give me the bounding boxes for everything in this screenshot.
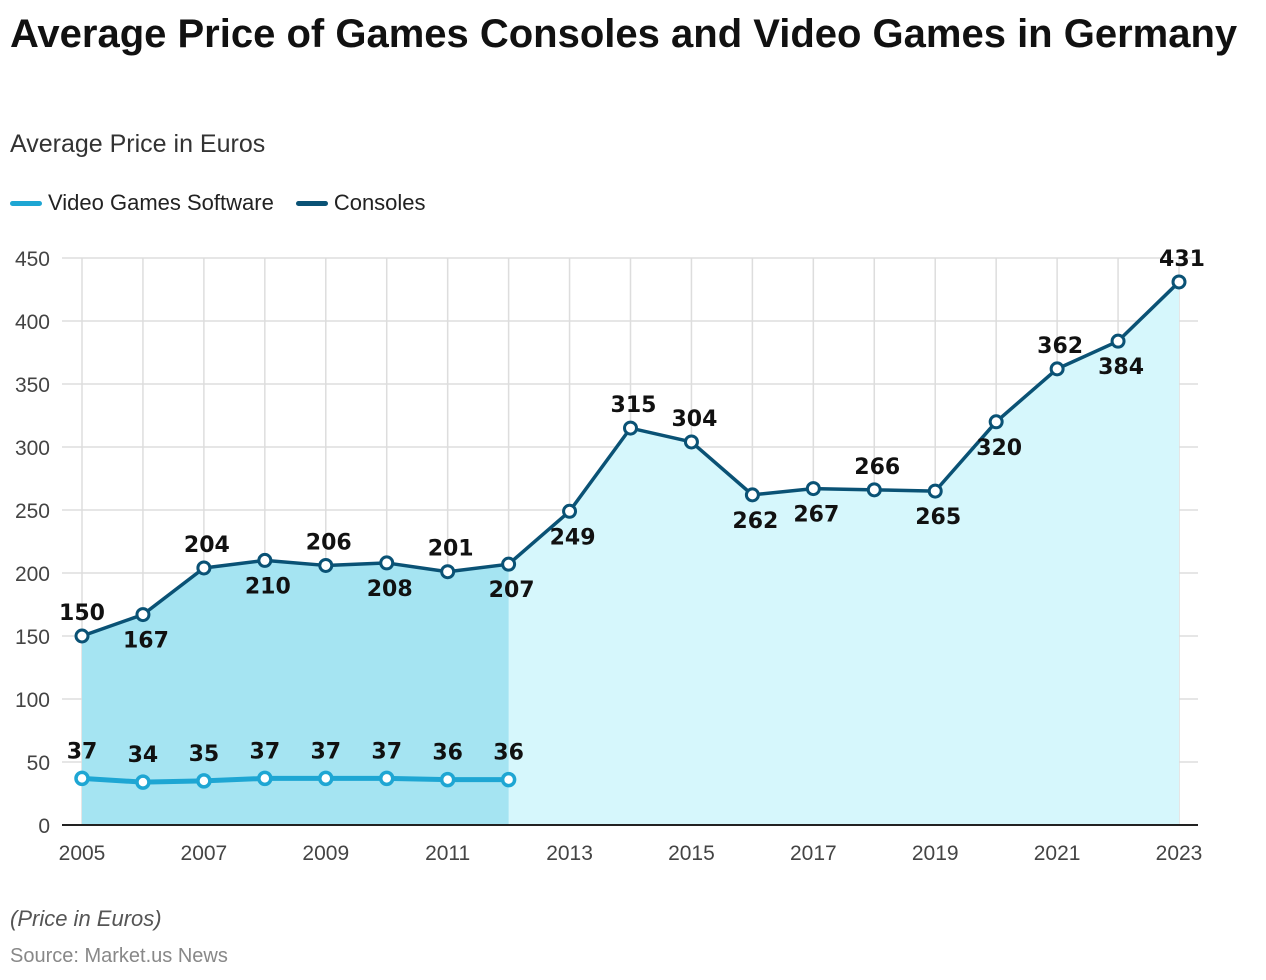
y-tick-label: 250 xyxy=(15,500,50,523)
line-chart: 0 50 100 150 200 250 300 350 400 450 2005 2007 2009 2… xyxy=(15,247,1205,865)
consoles-data-label: 204 xyxy=(184,533,230,558)
y-tick-label: 400 xyxy=(15,311,50,334)
x-tick-label: 2023 xyxy=(1156,842,1203,865)
consoles-data-label: 320 xyxy=(976,436,1022,461)
consoles-data-label: 201 xyxy=(428,537,474,562)
software-point[interactable] xyxy=(74,770,90,787)
x-tick-label: 2007 xyxy=(181,842,228,865)
software-point[interactable] xyxy=(318,770,334,787)
software-data-label: 37 xyxy=(310,739,341,764)
y-tick-label: 150 xyxy=(15,626,50,649)
legend-item-software[interactable]: Video Games Software xyxy=(10,190,274,216)
consoles-data-label: 267 xyxy=(793,503,839,528)
consoles-data-label: 304 xyxy=(671,407,717,432)
consoles-point[interactable] xyxy=(1110,333,1126,349)
y-tick-label: 200 xyxy=(15,563,50,586)
y-tick-label: 450 xyxy=(15,248,50,271)
software-point[interactable] xyxy=(439,771,456,788)
x-tick-label: 2005 xyxy=(59,842,106,865)
y-tick-label: 300 xyxy=(15,437,50,460)
x-tick-label: 2011 xyxy=(425,842,470,865)
software-data-label: 35 xyxy=(189,742,220,767)
consoles-point[interactable] xyxy=(257,552,273,568)
consoles-data-label: 266 xyxy=(854,455,900,480)
consoles-point[interactable] xyxy=(74,628,90,644)
x-tick-label: 2013 xyxy=(546,842,593,865)
software-data-label: 37 xyxy=(67,739,98,764)
consoles-point[interactable] xyxy=(805,481,821,497)
consoles-data-label: 208 xyxy=(367,577,413,602)
consoles-point[interactable] xyxy=(744,487,760,503)
consoles-point[interactable] xyxy=(683,434,699,450)
software-point[interactable] xyxy=(135,774,151,790)
consoles-data-label: 207 xyxy=(489,578,535,603)
software-point[interactable] xyxy=(500,771,517,788)
consoles-point[interactable] xyxy=(562,503,578,519)
consoles-data-label: 249 xyxy=(550,525,596,550)
legend-swatch-software xyxy=(10,200,42,206)
software-area xyxy=(82,560,509,825)
software-point[interactable] xyxy=(196,773,212,789)
chart-title: Average Price of Games Consoles and Vide… xyxy=(10,12,1238,56)
consoles-data-label: 431 xyxy=(1159,247,1205,272)
consoles-data-label: 262 xyxy=(732,509,778,534)
y-tick-label: 50 xyxy=(27,752,50,775)
x-tick-label: 2009 xyxy=(302,842,349,865)
consoles-data-label: 265 xyxy=(915,505,961,530)
legend: Video Games Software Consoles xyxy=(10,190,448,216)
consoles-point[interactable] xyxy=(196,560,212,576)
x-tick-label: 2019 xyxy=(912,842,959,865)
consoles-point[interactable] xyxy=(501,556,517,572)
chart-source: Source: Market.us News xyxy=(10,945,228,967)
consoles-point[interactable] xyxy=(927,483,943,499)
consoles-point[interactable] xyxy=(135,607,151,623)
legend-item-consoles[interactable]: Consoles xyxy=(295,190,426,216)
x-tick-label: 2021 xyxy=(1034,842,1081,865)
consoles-data-label: 210 xyxy=(245,574,291,599)
legend-swatch-consoles xyxy=(295,200,328,206)
consoles-data-label: 384 xyxy=(1098,355,1144,380)
consoles-point[interactable] xyxy=(1049,361,1065,377)
y-tick-label: 0 xyxy=(38,815,50,838)
consoles-point[interactable] xyxy=(379,555,395,571)
consoles-point[interactable] xyxy=(1171,274,1187,290)
x-tick-label: 2015 xyxy=(668,842,715,865)
software-point[interactable] xyxy=(378,770,395,787)
consoles-data-label: 167 xyxy=(123,629,169,654)
consoles-point[interactable] xyxy=(623,420,638,436)
chart-subtitle: Average Price in Euros xyxy=(10,130,266,158)
consoles-data-label: 206 xyxy=(306,530,352,555)
legend-label-software: Video Games Software xyxy=(48,190,274,215)
consoles-point[interactable] xyxy=(988,414,1004,430)
consoles-point[interactable] xyxy=(318,557,334,573)
chart-note: (Price in Euros) xyxy=(10,906,162,931)
software-line xyxy=(81,775,509,785)
consoles-data-label: 315 xyxy=(611,393,657,418)
legend-label-consoles: Consoles xyxy=(333,190,426,215)
software-data-label: 34 xyxy=(128,743,159,768)
consoles-point[interactable] xyxy=(440,564,456,580)
software-data-label: 36 xyxy=(493,741,524,766)
consoles-data-label: 150 xyxy=(59,601,105,626)
software-data-label: 36 xyxy=(432,741,463,766)
x-tick-label: 2017 xyxy=(790,842,837,865)
software-data-label: 37 xyxy=(371,739,402,764)
software-point[interactable] xyxy=(257,770,273,787)
consoles-data-label: 362 xyxy=(1037,334,1083,359)
y-tick-label: 100 xyxy=(15,689,50,712)
consoles-point[interactable] xyxy=(866,482,882,498)
software-data-label: 37 xyxy=(250,739,281,764)
y-tick-label: 350 xyxy=(15,374,50,397)
